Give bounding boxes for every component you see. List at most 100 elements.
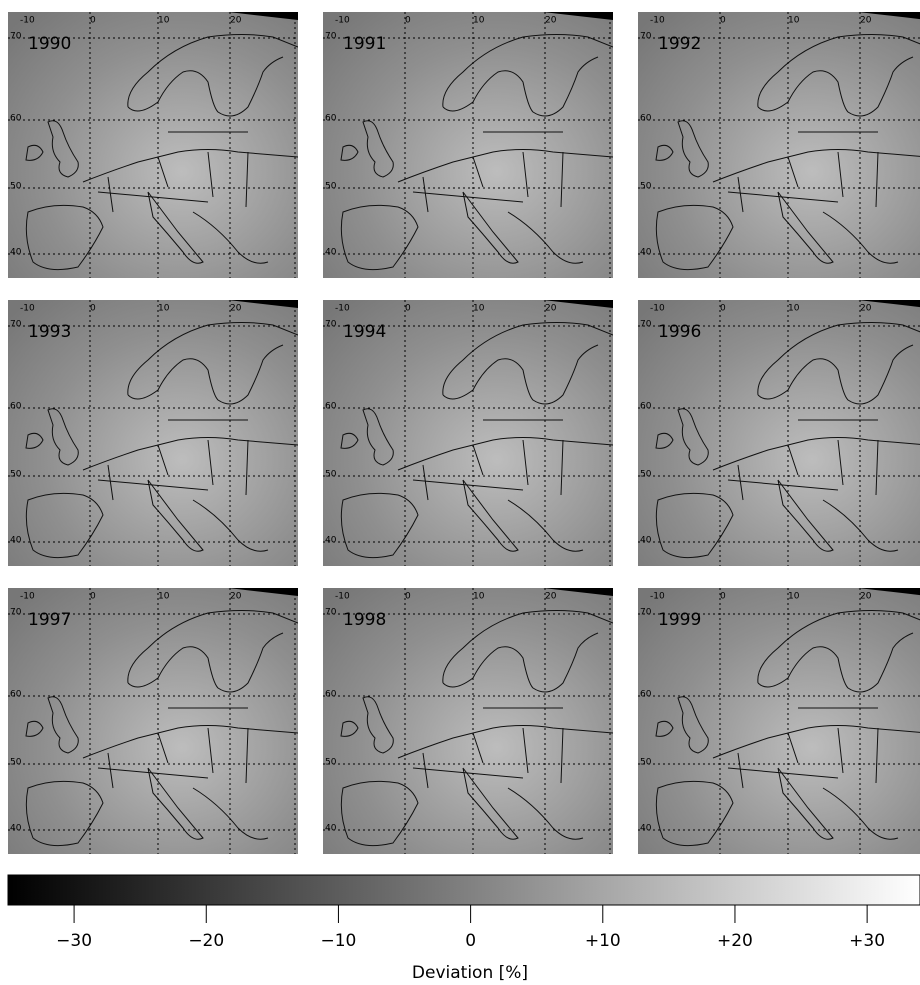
map-background: [638, 12, 920, 278]
lat-label: 70: [640, 608, 652, 618]
map-background: [323, 588, 613, 854]
map-background: [8, 300, 298, 566]
map-body: [638, 588, 920, 854]
lat-label: 50: [325, 182, 337, 192]
map-background: [8, 12, 298, 278]
lat-label: 70: [10, 32, 22, 42]
lat-label: 60: [640, 690, 652, 700]
map-background: [638, 588, 920, 854]
lon-label: 0: [720, 16, 726, 26]
lat-label: 60: [10, 690, 22, 700]
lon-label: -10: [335, 592, 350, 602]
map-body: [8, 12, 298, 278]
lat-label: 60: [325, 402, 337, 412]
colorbar-tick-label: +20: [717, 931, 753, 951]
lon-label: 20: [230, 16, 242, 26]
year-label: 1991: [343, 34, 386, 54]
colorbar-tick-label: −30: [56, 931, 92, 951]
lon-label: 0: [405, 592, 411, 602]
lon-label: 10: [158, 592, 170, 602]
year-label: 1998: [343, 610, 386, 630]
map-panel: -10 0 10 20 70 60 50 40 1997: [8, 588, 298, 854]
map-panel: -10 0 10 20 70 60 50 40 1999: [638, 588, 920, 854]
map-background: [8, 588, 298, 854]
lon-label: -10: [335, 16, 350, 26]
year-label: 1999: [658, 610, 701, 630]
map-background: [323, 300, 613, 566]
map-panel: -10 0 10 20 70 60 50 40 1992: [638, 12, 920, 278]
lon-label: 10: [158, 16, 170, 26]
lon-label: 0: [720, 592, 726, 602]
lon-label: 10: [788, 16, 800, 26]
lat-label: 40: [325, 248, 337, 258]
lon-label: 0: [405, 304, 411, 314]
lat-label: 50: [10, 182, 22, 192]
lat-label: 50: [640, 182, 652, 192]
lat-label: 40: [10, 536, 22, 546]
lat-label: 40: [325, 536, 337, 546]
map-panel: -10 0 10 20 70 60 50 40 1990: [8, 12, 298, 278]
map-body: [638, 12, 920, 278]
colorbar-tick-label: +30: [849, 931, 885, 951]
map-background: [638, 300, 920, 566]
lat-label: 70: [325, 32, 337, 42]
lon-label: 20: [230, 592, 242, 602]
lat-label: 70: [640, 32, 652, 42]
lon-label: 10: [788, 304, 800, 314]
lat-label: 70: [640, 320, 652, 330]
lat-label: 40: [10, 248, 22, 258]
year-label: 1992: [658, 34, 701, 54]
lon-label: 0: [90, 592, 96, 602]
lon-label: 20: [860, 592, 872, 602]
lat-label: 60: [10, 114, 22, 124]
year-label: 1997: [28, 610, 71, 630]
map-panel: -10 0 10 20 70 60 50 40 1998: [323, 588, 613, 854]
lon-label: 10: [158, 304, 170, 314]
lat-label: 40: [10, 824, 22, 834]
lon-label: -10: [650, 304, 665, 314]
lon-label: -10: [650, 592, 665, 602]
lon-label: 0: [405, 16, 411, 26]
lat-label: 60: [325, 690, 337, 700]
lon-label: 20: [860, 16, 872, 26]
colorbar: [7, 874, 920, 906]
lat-label: 40: [640, 824, 652, 834]
colorbar-tick-label: 0: [465, 931, 476, 951]
lon-label: 10: [473, 592, 485, 602]
lat-label: 70: [10, 320, 22, 330]
lon-label: -10: [20, 304, 35, 314]
lon-label: 0: [90, 304, 96, 314]
map-panel: -10 0 10 20 70 60 50 40 1993: [8, 300, 298, 566]
map-body: [323, 588, 613, 854]
map-body: [323, 12, 613, 278]
map-body: [8, 588, 298, 854]
map-body: [638, 300, 920, 566]
map-body: [323, 300, 613, 566]
year-label: 1990: [28, 34, 71, 54]
lat-label: 40: [325, 824, 337, 834]
year-label: 1993: [28, 322, 71, 342]
lat-label: 40: [640, 536, 652, 546]
lat-label: 40: [640, 248, 652, 258]
map-body: [8, 300, 298, 566]
lon-label: -10: [20, 592, 35, 602]
lat-label: 60: [10, 402, 22, 412]
lon-label: 20: [545, 16, 557, 26]
lat-label: 70: [325, 320, 337, 330]
lat-label: 70: [325, 608, 337, 618]
lat-label: 50: [10, 758, 22, 768]
lat-label: 50: [640, 758, 652, 768]
lon-label: 10: [473, 16, 485, 26]
map-panel: -10 0 10 20 70 60 50 40 1994: [323, 300, 613, 566]
lon-label: 20: [545, 592, 557, 602]
lon-label: 0: [720, 304, 726, 314]
map-panel: -10 0 10 20 70 60 50 40 1991: [323, 12, 613, 278]
lon-label: 20: [860, 304, 872, 314]
lat-label: 60: [325, 114, 337, 124]
lat-label: 50: [640, 470, 652, 480]
lat-label: 50: [325, 758, 337, 768]
colorbar-tick-label: −20: [188, 931, 224, 951]
lon-label: 0: [90, 16, 96, 26]
lon-label: -10: [335, 304, 350, 314]
